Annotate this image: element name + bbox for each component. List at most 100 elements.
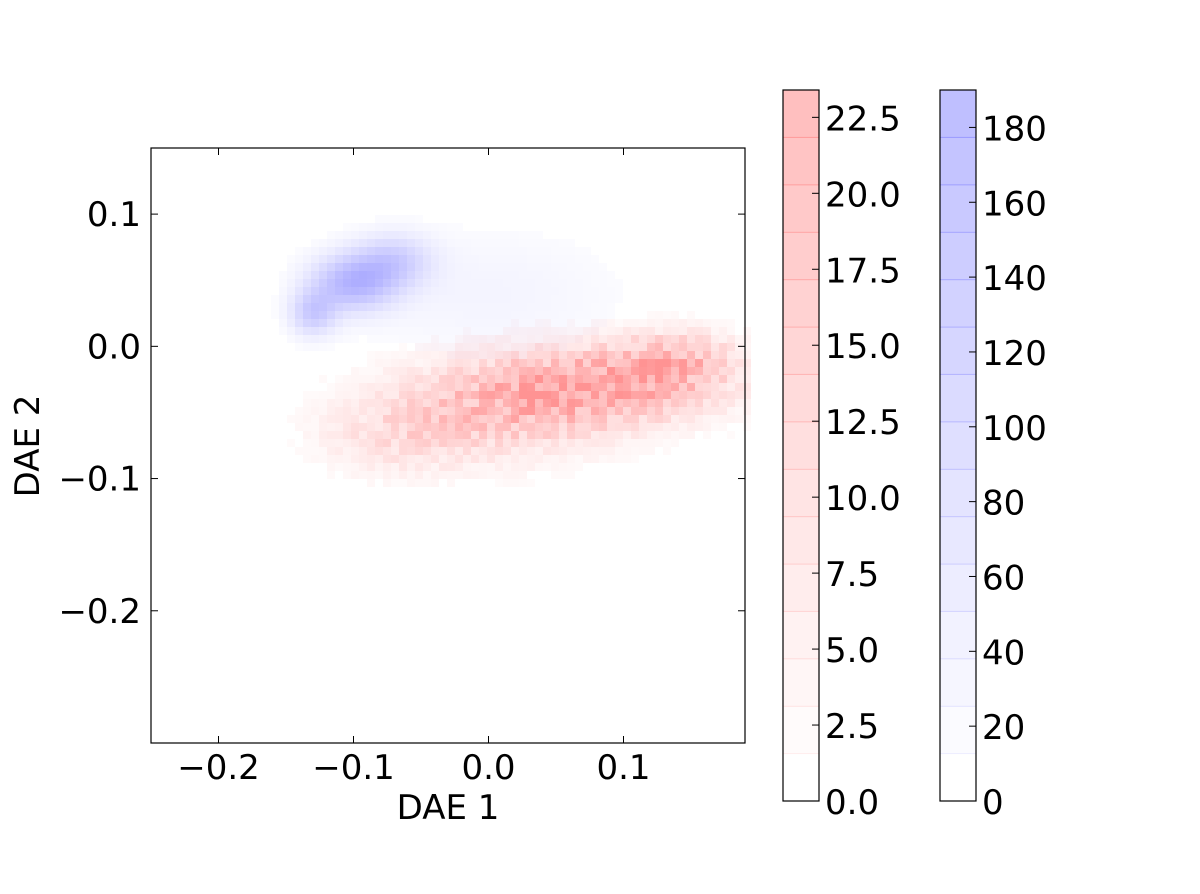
heatmap-cell [535,327,543,335]
heatmap-cell [543,335,551,343]
heatmap-cell [391,471,399,479]
heatmap-cell [391,295,399,303]
heatmap-cell [447,311,455,319]
heatmap-cell [367,247,375,255]
heatmap-cell [527,311,535,319]
heatmap-cell [655,439,663,447]
heatmap-cell [687,367,695,375]
heatmap-cell [623,327,631,335]
heatmap-cell [327,455,335,463]
heatmap-cell [303,271,311,279]
heatmap-cell [527,303,535,311]
heatmap-cell [687,343,695,351]
heatmap-cell [431,375,439,383]
heatmap-cell [503,327,511,335]
heatmap-cell [671,423,679,431]
heatmap-cell [711,335,719,343]
heatmap-cell [375,447,383,455]
heatmap-cell [687,391,695,399]
heatmap-cell [647,431,655,439]
heatmap-cell [383,463,391,471]
heatmap-cell [463,351,471,359]
heatmap-cell [495,287,503,295]
heatmap-cell [583,335,591,343]
heatmap-cell [543,407,551,415]
heatmap-cell [303,279,311,287]
heatmap-cell [639,375,647,383]
heatmap-cell [359,447,367,455]
heatmap-cell [439,239,447,247]
heatmap-cell [631,335,639,343]
heatmap-cell [327,263,335,271]
heatmap-cell [655,431,663,439]
heatmap-cell [367,279,375,287]
heatmap-cell [335,463,343,471]
heatmap-cell [375,231,383,239]
heatmap-cell [367,431,375,439]
heatmap-cell [703,383,711,391]
heatmap-cell [511,263,519,271]
heatmap-cell [559,295,567,303]
heatmap-cell [471,247,479,255]
heatmap-cell [463,447,471,455]
heatmap-cell [415,319,423,327]
heatmap-cell [527,423,535,431]
heatmap-cell [447,263,455,271]
heatmap-cell [407,311,415,319]
heatmap-cell [327,271,335,279]
heatmap-cell [663,439,671,447]
heatmap-cell [407,303,415,311]
heatmap-cell [719,367,727,375]
heatmap-cell [519,247,527,255]
heatmap-cell [359,463,367,471]
heatmap-cell [383,287,391,295]
heatmap-cell [503,431,511,439]
heatmap-cell [431,359,439,367]
heatmap-cell [479,287,487,295]
heatmap-cell [359,271,367,279]
colorbar-tick-label: 22.5 [825,99,901,139]
heatmap-cell [423,479,431,487]
heatmap-cell [551,311,559,319]
colorbar-level [783,611,819,660]
heatmap-cell [415,415,423,423]
heatmap-cell [559,431,567,439]
colorbar-tick-label: 15.0 [825,327,901,367]
heatmap-cell [495,303,503,311]
heatmap-cell [591,391,599,399]
heatmap-cell [639,359,647,367]
heatmap-cell [495,423,503,431]
colorbar-tick-label: 140 [982,259,1047,299]
heatmap-cell [399,231,407,239]
heatmap-cell [351,407,359,415]
heatmap-cell [639,399,647,407]
heatmap-cell [607,439,615,447]
heatmap-cell [591,415,599,423]
heatmap-cell [319,455,327,463]
heatmap-cell [343,391,351,399]
heatmap-cell [631,415,639,423]
heatmap-cell [567,279,575,287]
heatmap-cell [711,407,719,415]
heatmap-cell [719,335,727,343]
heatmap-cell [703,391,711,399]
heatmap-cell [663,423,671,431]
heatmap-cell [519,335,527,343]
heatmap-cell [575,287,583,295]
heatmap-cell [479,375,487,383]
heatmap-cell [703,399,711,407]
heatmap-cell [343,231,351,239]
heatmap-cell [391,447,399,455]
heatmap-cell [407,215,415,223]
heatmap-cell [575,463,583,471]
colorbar-tick-label: 180 [982,109,1047,149]
heatmap-cell [359,279,367,287]
heatmap-cell [735,359,743,367]
heatmap-cell [743,367,751,375]
heatmap-cell [679,383,687,391]
heatmap-cell [703,407,711,415]
heatmap-cell [711,415,719,423]
heatmap-cell [623,383,631,391]
heatmap-cell [439,399,447,407]
heatmap-cell [527,343,535,351]
